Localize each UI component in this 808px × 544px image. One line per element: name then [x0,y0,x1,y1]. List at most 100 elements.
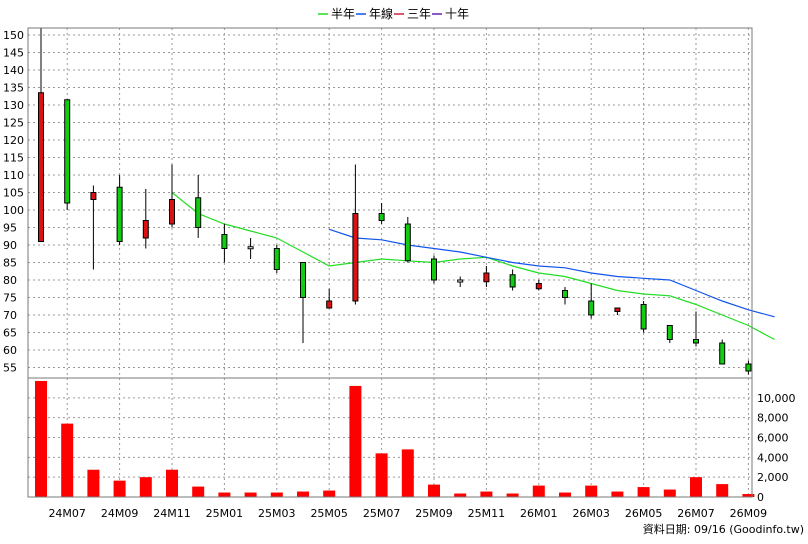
volume-bar [192,486,205,497]
volume-bar [611,491,624,497]
volume-bar [244,492,257,497]
candle-body [483,272,490,283]
price-tick-label: 110 [3,169,24,182]
price-tick-label: 125 [3,117,24,130]
candle-body [745,363,752,372]
volume-tick-label: 4,000 [757,451,789,464]
volume-bar [637,487,650,497]
volume-bar [297,491,309,497]
volume-bar [480,491,493,497]
volume-tick-label: 6,000 [757,432,789,445]
candle-body [300,262,306,298]
volume-bar [585,485,598,497]
source-note: 資料日期: 09/16 (Goodinfo.tw) [643,522,804,536]
volume-bar [428,484,440,497]
volume-bar [506,493,519,497]
volume-bars [35,380,755,497]
legend: 半年 年線 三年 十年 [318,6,469,21]
x-tick-label: 26M07 [677,507,715,520]
ma-half-year-line [171,192,775,341]
candle-body [221,234,228,249]
candle-body [562,290,568,298]
price-tick-label: 140 [3,64,24,77]
volume-bar [139,477,152,497]
candle-body [404,223,411,262]
ma-year-line [329,228,775,318]
volume-axis: 0 2,000 4,000 6,000 8,000 10,000 [757,392,796,504]
price-tick-label: 65 [3,327,17,340]
volume-bar [61,423,74,497]
x-tick-label: 25M01 [206,507,244,520]
price-tick-label: 135 [3,82,24,95]
price-tick-label: 120 [3,134,24,147]
x-tick-label: 24M11 [153,507,191,520]
candle-body [273,248,280,270]
volume-bar [113,480,126,497]
volume-tick-label: 0 [757,491,764,504]
x-tick-label: 24M07 [48,507,86,520]
candle-body [719,342,726,365]
price-tick-label: 115 [3,152,24,165]
volume-bar [323,490,336,497]
candle-body [614,307,621,312]
x-tick-label: 25M09 [415,507,453,520]
candle-body [142,220,149,239]
x-tick-label: 26M05 [625,507,663,520]
x-tick-label: 25M03 [258,507,296,520]
x-tick-label: 25M11 [468,507,506,520]
candle-body [38,92,44,242]
volume-bar [375,453,388,497]
candle-body [693,339,699,344]
volume-bar [401,449,414,497]
candle-body [116,186,123,242]
volume-bar [742,494,755,497]
volume-bar [349,385,362,497]
x-tick-label: 25M07 [363,507,401,520]
volume-bar [270,492,283,497]
candle-body [666,325,673,340]
candle-body [64,99,71,204]
candle-body [352,213,359,302]
volume-bar [35,380,47,497]
x-tick-label: 26M09 [730,507,768,520]
legend-label-2: 三年 [407,7,431,21]
candle-body [90,192,97,200]
candle-body [640,304,647,330]
x-tick-label: 24M09 [101,507,139,520]
price-axis: 55 60 65 70 75 80 85 90 95 100 105 110 115 120 125 130 1… [3,29,24,375]
x-axis: 24M07 24M09 24M11 25M01 25M03 25M05 25M07 25M09… [48,507,767,520]
x-tick-label: 26M01 [520,507,558,520]
volume-bar [454,493,467,497]
candle-body [535,283,542,290]
candle-body [247,246,254,250]
candle-body [457,279,464,283]
price-tick-label: 55 [3,362,17,375]
volume-panel-frame [27,377,753,498]
volume-bar [218,492,231,497]
price-tick-label: 145 [3,47,24,60]
candle-body [588,300,595,316]
price-tick-label: 85 [3,257,17,270]
volume-grid [28,378,752,497]
legend-label-0: 半年 [331,7,355,21]
price-tick-label: 90 [3,239,17,252]
price-tick-label: 70 [3,309,17,322]
price-tick-label: 105 [3,187,24,200]
x-tick-label: 26M03 [572,507,610,520]
price-tick-label: 60 [3,344,17,357]
volume-tick-label: 10,000 [757,392,796,405]
volume-bar [663,489,676,497]
price-tick-label: 150 [3,29,24,42]
candle-body [431,258,437,281]
legend-label-1: 年線 [369,6,393,21]
candle-body [195,197,202,228]
volume-bar [166,469,178,497]
candlesticks [38,28,752,375]
volume-bar [559,492,571,497]
volume-tick-label: 2,000 [757,471,789,484]
volume-bar [87,469,100,497]
price-tick-label: 100 [3,204,24,217]
x-tick-label: 25M05 [310,507,348,520]
